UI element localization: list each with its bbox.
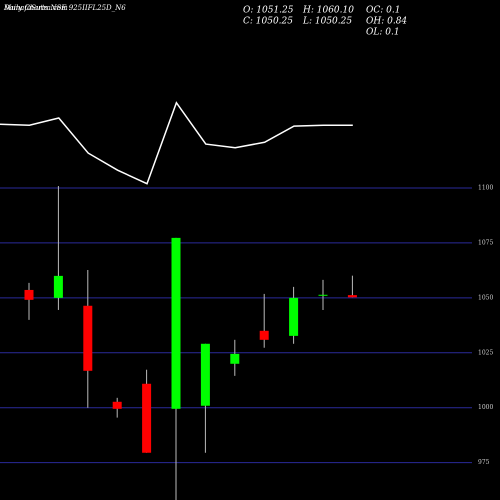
- candle-body: [83, 305, 93, 371]
- ohlc-stat: L: 1050.25: [302, 17, 352, 27]
- y-tick-label: 1100: [478, 185, 493, 192]
- candle-body: [112, 401, 122, 409]
- ohlc-stat: OL: 0.1: [366, 28, 400, 38]
- candle-body: [230, 353, 240, 364]
- ohlc-stat: OC: 0.1: [366, 6, 400, 16]
- ohlc-stat: OH: 0.84: [366, 17, 407, 27]
- candle-body: [142, 383, 152, 453]
- y-tick-label: 1050: [478, 294, 493, 301]
- ohlc-stat: O: 1051.25: [243, 6, 294, 16]
- ohlc-stat: H: 1060.10: [302, 6, 354, 16]
- y-tick-label: 1025: [478, 349, 493, 356]
- chart-subtitle: MunafaSutra.com: [3, 4, 68, 12]
- candle-body: [53, 275, 63, 298]
- candle-body: [347, 295, 357, 298]
- y-tick-label: 1075: [478, 239, 493, 246]
- candle-body: [24, 289, 34, 300]
- y-tick-label: 975: [478, 459, 490, 466]
- y-tick-label: 1000: [478, 404, 493, 411]
- indicator-line: [0, 101, 353, 185]
- candle-body: [200, 343, 210, 406]
- chart-title: Daily Charts NSE 925IIFL25D_N6: [3, 4, 126, 12]
- candle-body: [318, 294, 328, 296]
- candle-body: [171, 237, 181, 409]
- candle-body: [289, 297, 299, 336]
- ohlc-stat: C: 1050.25: [243, 17, 293, 27]
- candle-body: [259, 330, 269, 340]
